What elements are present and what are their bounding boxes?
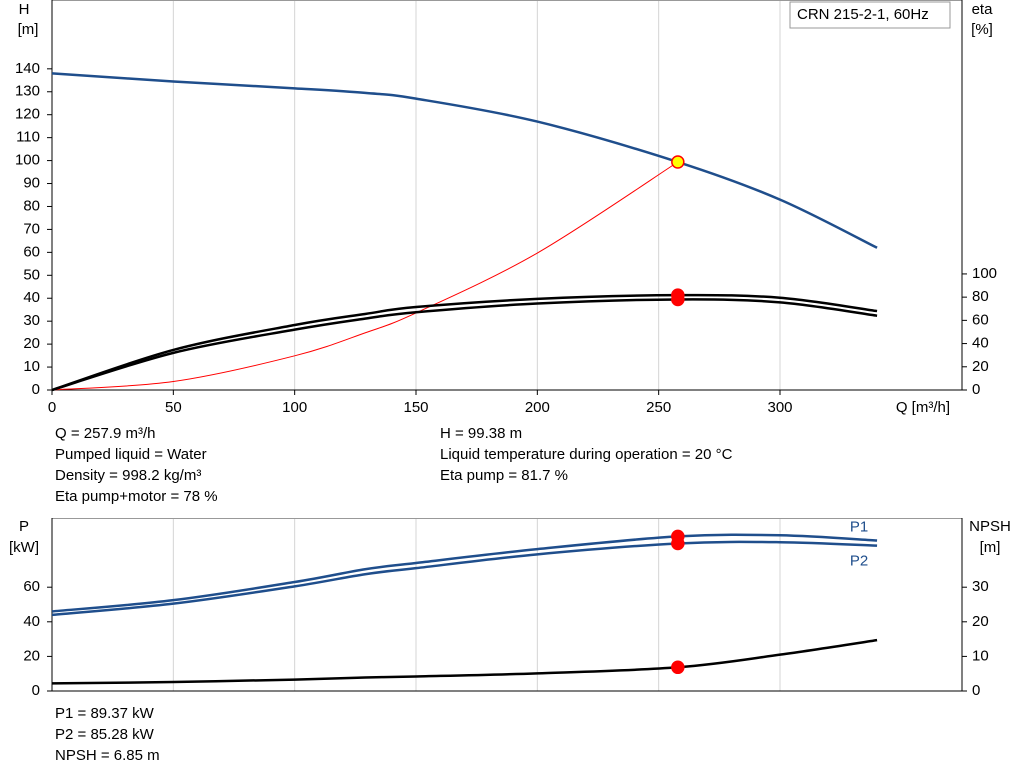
y-tick-label: 40 <box>23 289 40 306</box>
y-tick-label: 0 <box>32 381 40 398</box>
info-text: Q = 257.9 m³/h <box>55 425 155 442</box>
y-tick-label: 50 <box>23 266 40 283</box>
y2-tick-label: 60 <box>972 311 989 328</box>
info-text: Pumped liquid = Water <box>55 446 207 463</box>
y2-tick-label: 100 <box>972 265 997 282</box>
y-tick-label: 100 <box>15 152 40 169</box>
y2-tick-label: 0 <box>972 682 980 699</box>
y-tick-label: 60 <box>23 578 40 595</box>
y-tick-label: 120 <box>15 106 40 123</box>
operating-point <box>671 660 685 675</box>
y-tick-label: 0 <box>32 682 40 699</box>
y-tick-label: 140 <box>15 60 40 77</box>
info-text: Eta pump+motor = 78 % <box>55 488 218 505</box>
y-tick-label: 30 <box>23 312 40 329</box>
series-line <box>51 533 878 613</box>
y-tick-label: 60 <box>23 243 40 260</box>
series-label: P2 <box>850 553 868 570</box>
y2-tick-label: 40 <box>972 335 989 352</box>
y-label: [kW] <box>9 539 39 556</box>
operating-point <box>671 536 685 551</box>
y2-tick-label: 20 <box>972 358 989 375</box>
operating-point <box>671 292 685 307</box>
info-text: Eta pump = 81.7 % <box>440 467 568 484</box>
info-text: NPSH = 6.85 m <box>55 747 160 764</box>
y2-label: [%] <box>971 21 993 38</box>
x-tick-label: 300 <box>767 399 792 416</box>
y2-tick-label: 80 <box>972 288 989 305</box>
x-tick-label: 150 <box>403 399 428 416</box>
operating-point <box>671 155 685 169</box>
y-tick-label: 90 <box>23 174 40 191</box>
series-line <box>51 638 878 685</box>
series-line <box>51 293 878 392</box>
y-tick-label: 20 <box>23 335 40 352</box>
series-line <box>51 298 878 392</box>
series-line <box>51 161 679 391</box>
y-tick-label: 130 <box>15 83 40 100</box>
y-tick-label: 10 <box>23 358 40 375</box>
x-tick-label: 200 <box>525 399 550 416</box>
info-text: Liquid temperature during operation = 20… <box>440 446 733 463</box>
plot-frame <box>51 0 963 391</box>
x-label: Q [m³/h] <box>896 399 950 416</box>
info-text: H = 99.38 m <box>440 425 522 442</box>
y2-label: eta <box>972 1 994 18</box>
x-tick-label: 100 <box>282 399 307 416</box>
chart-title: CRN 215-2-1, 60Hz <box>797 6 929 23</box>
y2-tick-label: 10 <box>972 647 989 664</box>
info-text: P2 = 85.28 kW <box>55 726 155 743</box>
y-tick-label: 20 <box>23 647 40 664</box>
x-tick-label: 250 <box>646 399 671 416</box>
y-label: [m] <box>18 21 39 38</box>
y2-tick-label: 20 <box>972 613 989 630</box>
y-tick-label: 80 <box>23 197 40 214</box>
y-label: H <box>19 1 30 18</box>
y-tick-label: 40 <box>23 613 40 630</box>
info-text: P1 = 89.37 kW <box>55 705 155 722</box>
series-line <box>51 540 878 617</box>
y-tick-label: 110 <box>16 129 40 146</box>
y2-tick-label: 0 <box>972 381 980 398</box>
x-tick-label: 0 <box>48 399 56 416</box>
y2-tick-label: 30 <box>972 578 989 595</box>
series-label: P1 <box>850 518 868 535</box>
series-line <box>51 72 878 249</box>
info-text: Density = 998.2 kg/m³ <box>55 467 201 484</box>
title-box <box>789 1 951 29</box>
y-label: P <box>19 518 29 535</box>
y2-label: NPSH <box>969 518 1011 535</box>
x-tick-label: 50 <box>165 399 182 416</box>
y-tick-label: 70 <box>23 220 40 237</box>
y2-label: [m] <box>980 539 1001 556</box>
